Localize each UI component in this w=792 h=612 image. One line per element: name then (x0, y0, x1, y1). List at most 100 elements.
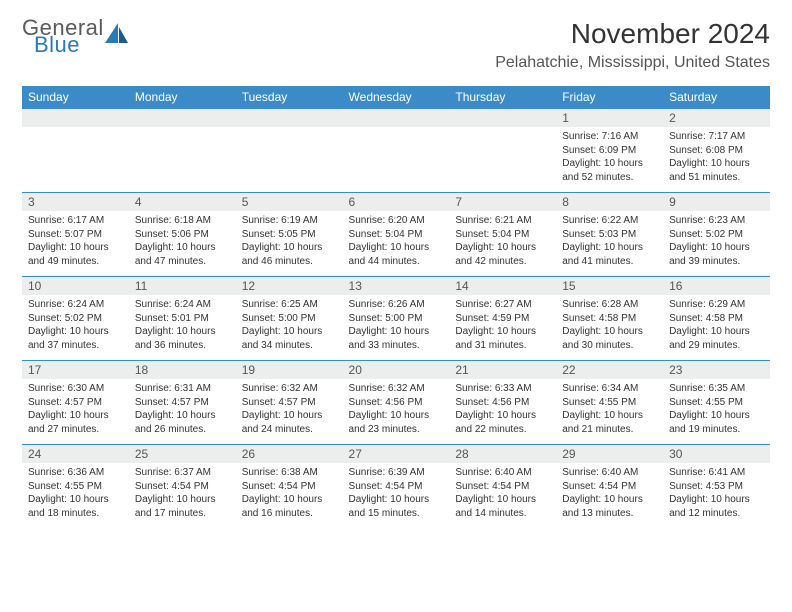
sunrise-text: Sunrise: 6:18 AM (135, 214, 230, 228)
weekday-header: Saturday (663, 86, 770, 109)
calendar-day-cell: 28Sunrise: 6:40 AMSunset: 4:54 PMDayligh… (449, 445, 556, 529)
calendar-week-row: 17Sunrise: 6:30 AMSunset: 4:57 PMDayligh… (22, 361, 770, 445)
calendar-day-cell: 16Sunrise: 6:29 AMSunset: 4:58 PMDayligh… (663, 277, 770, 361)
day-number: 8 (556, 193, 663, 211)
sunset-text: Sunset: 4:56 PM (349, 396, 444, 410)
daylight-text: Daylight: 10 hours and 24 minutes. (242, 409, 337, 436)
calendar-day-cell (236, 109, 343, 193)
day-number: 2 (663, 109, 770, 127)
day-number: 29 (556, 445, 663, 463)
sunrise-text: Sunrise: 6:35 AM (669, 382, 764, 396)
sunset-text: Sunset: 5:06 PM (135, 228, 230, 242)
logo-word-2: Blue (22, 35, 104, 56)
header: General Blue November 2024 Pelahatchie, … (22, 18, 770, 72)
calendar-day-cell: 17Sunrise: 6:30 AMSunset: 4:57 PMDayligh… (22, 361, 129, 445)
sunrise-text: Sunrise: 6:41 AM (669, 466, 764, 480)
sunrise-text: Sunrise: 6:40 AM (562, 466, 657, 480)
sunrise-text: Sunrise: 7:17 AM (669, 130, 764, 144)
sunset-text: Sunset: 5:00 PM (242, 312, 337, 326)
calendar-day-cell: 19Sunrise: 6:32 AMSunset: 4:57 PMDayligh… (236, 361, 343, 445)
sunrise-text: Sunrise: 6:37 AM (135, 466, 230, 480)
day-number: 4 (129, 193, 236, 211)
day-number (22, 109, 129, 127)
day-details: Sunrise: 6:29 AMSunset: 4:58 PMDaylight:… (663, 295, 770, 355)
calendar-day-cell (22, 109, 129, 193)
calendar-day-cell (343, 109, 450, 193)
day-number: 17 (22, 361, 129, 379)
daylight-text: Daylight: 10 hours and 26 minutes. (135, 409, 230, 436)
calendar-week-row: 3Sunrise: 6:17 AMSunset: 5:07 PMDaylight… (22, 193, 770, 277)
calendar-day-cell: 15Sunrise: 6:28 AMSunset: 4:58 PMDayligh… (556, 277, 663, 361)
day-number: 1 (556, 109, 663, 127)
calendar-day-cell: 13Sunrise: 6:26 AMSunset: 5:00 PMDayligh… (343, 277, 450, 361)
daylight-text: Daylight: 10 hours and 41 minutes. (562, 241, 657, 268)
sunset-text: Sunset: 5:00 PM (349, 312, 444, 326)
day-details: Sunrise: 6:20 AMSunset: 5:04 PMDaylight:… (343, 211, 450, 271)
sunset-text: Sunset: 4:55 PM (562, 396, 657, 410)
day-number: 10 (22, 277, 129, 295)
daylight-text: Daylight: 10 hours and 52 minutes. (562, 157, 657, 184)
day-details: Sunrise: 6:26 AMSunset: 5:00 PMDaylight:… (343, 295, 450, 355)
month-title: November 2024 (495, 18, 770, 50)
calendar-day-cell: 29Sunrise: 6:40 AMSunset: 4:54 PMDayligh… (556, 445, 663, 529)
day-details: Sunrise: 6:28 AMSunset: 4:58 PMDaylight:… (556, 295, 663, 355)
daylight-text: Daylight: 10 hours and 31 minutes. (455, 325, 550, 352)
daylight-text: Daylight: 10 hours and 21 minutes. (562, 409, 657, 436)
weekday-header: Thursday (449, 86, 556, 109)
sunrise-text: Sunrise: 6:24 AM (28, 298, 123, 312)
day-details: Sunrise: 6:22 AMSunset: 5:03 PMDaylight:… (556, 211, 663, 271)
sunrise-text: Sunrise: 6:17 AM (28, 214, 123, 228)
calendar-day-cell: 26Sunrise: 6:38 AMSunset: 4:54 PMDayligh… (236, 445, 343, 529)
day-number: 26 (236, 445, 343, 463)
day-number: 24 (22, 445, 129, 463)
sunrise-text: Sunrise: 6:22 AM (562, 214, 657, 228)
sunrise-text: Sunrise: 6:30 AM (28, 382, 123, 396)
sunset-text: Sunset: 4:59 PM (455, 312, 550, 326)
weekday-header: Tuesday (236, 86, 343, 109)
sunset-text: Sunset: 5:03 PM (562, 228, 657, 242)
weekday-header: Friday (556, 86, 663, 109)
calendar-day-cell: 2Sunrise: 7:17 AMSunset: 6:08 PMDaylight… (663, 109, 770, 193)
logo-text: General Blue (22, 18, 104, 56)
day-number: 3 (22, 193, 129, 211)
day-details: Sunrise: 6:36 AMSunset: 4:55 PMDaylight:… (22, 463, 129, 523)
calendar-body: 1Sunrise: 7:16 AMSunset: 6:09 PMDaylight… (22, 109, 770, 529)
day-number (343, 109, 450, 127)
sunset-text: Sunset: 4:54 PM (135, 480, 230, 494)
sunrise-text: Sunrise: 6:34 AM (562, 382, 657, 396)
logo: General Blue (22, 18, 130, 56)
day-details: Sunrise: 6:24 AMSunset: 5:02 PMDaylight:… (22, 295, 129, 355)
daylight-text: Daylight: 10 hours and 27 minutes. (28, 409, 123, 436)
calendar-day-cell: 5Sunrise: 6:19 AMSunset: 5:05 PMDaylight… (236, 193, 343, 277)
day-details: Sunrise: 6:30 AMSunset: 4:57 PMDaylight:… (22, 379, 129, 439)
sunrise-text: Sunrise: 6:24 AM (135, 298, 230, 312)
day-number: 12 (236, 277, 343, 295)
day-number: 16 (663, 277, 770, 295)
daylight-text: Daylight: 10 hours and 23 minutes. (349, 409, 444, 436)
weekday-header: Sunday (22, 86, 129, 109)
daylight-text: Daylight: 10 hours and 12 minutes. (669, 493, 764, 520)
daylight-text: Daylight: 10 hours and 44 minutes. (349, 241, 444, 268)
calendar-day-cell: 18Sunrise: 6:31 AMSunset: 4:57 PMDayligh… (129, 361, 236, 445)
sunrise-text: Sunrise: 6:20 AM (349, 214, 444, 228)
sunrise-text: Sunrise: 6:29 AM (669, 298, 764, 312)
sunrise-text: Sunrise: 6:23 AM (669, 214, 764, 228)
day-number: 13 (343, 277, 450, 295)
daylight-text: Daylight: 10 hours and 34 minutes. (242, 325, 337, 352)
sunset-text: Sunset: 4:57 PM (135, 396, 230, 410)
day-number: 28 (449, 445, 556, 463)
sunrise-text: Sunrise: 6:33 AM (455, 382, 550, 396)
daylight-text: Daylight: 10 hours and 29 minutes. (669, 325, 764, 352)
calendar-day-cell: 11Sunrise: 6:24 AMSunset: 5:01 PMDayligh… (129, 277, 236, 361)
location: Pelahatchie, Mississippi, United States (495, 54, 770, 72)
daylight-text: Daylight: 10 hours and 18 minutes. (28, 493, 123, 520)
sunset-text: Sunset: 4:55 PM (28, 480, 123, 494)
day-number: 15 (556, 277, 663, 295)
day-number (129, 109, 236, 127)
daylight-text: Daylight: 10 hours and 36 minutes. (135, 325, 230, 352)
calendar-day-cell: 21Sunrise: 6:33 AMSunset: 4:56 PMDayligh… (449, 361, 556, 445)
calendar-header-row: Sunday Monday Tuesday Wednesday Thursday… (22, 86, 770, 109)
day-number: 22 (556, 361, 663, 379)
daylight-text: Daylight: 10 hours and 37 minutes. (28, 325, 123, 352)
sunrise-text: Sunrise: 6:38 AM (242, 466, 337, 480)
